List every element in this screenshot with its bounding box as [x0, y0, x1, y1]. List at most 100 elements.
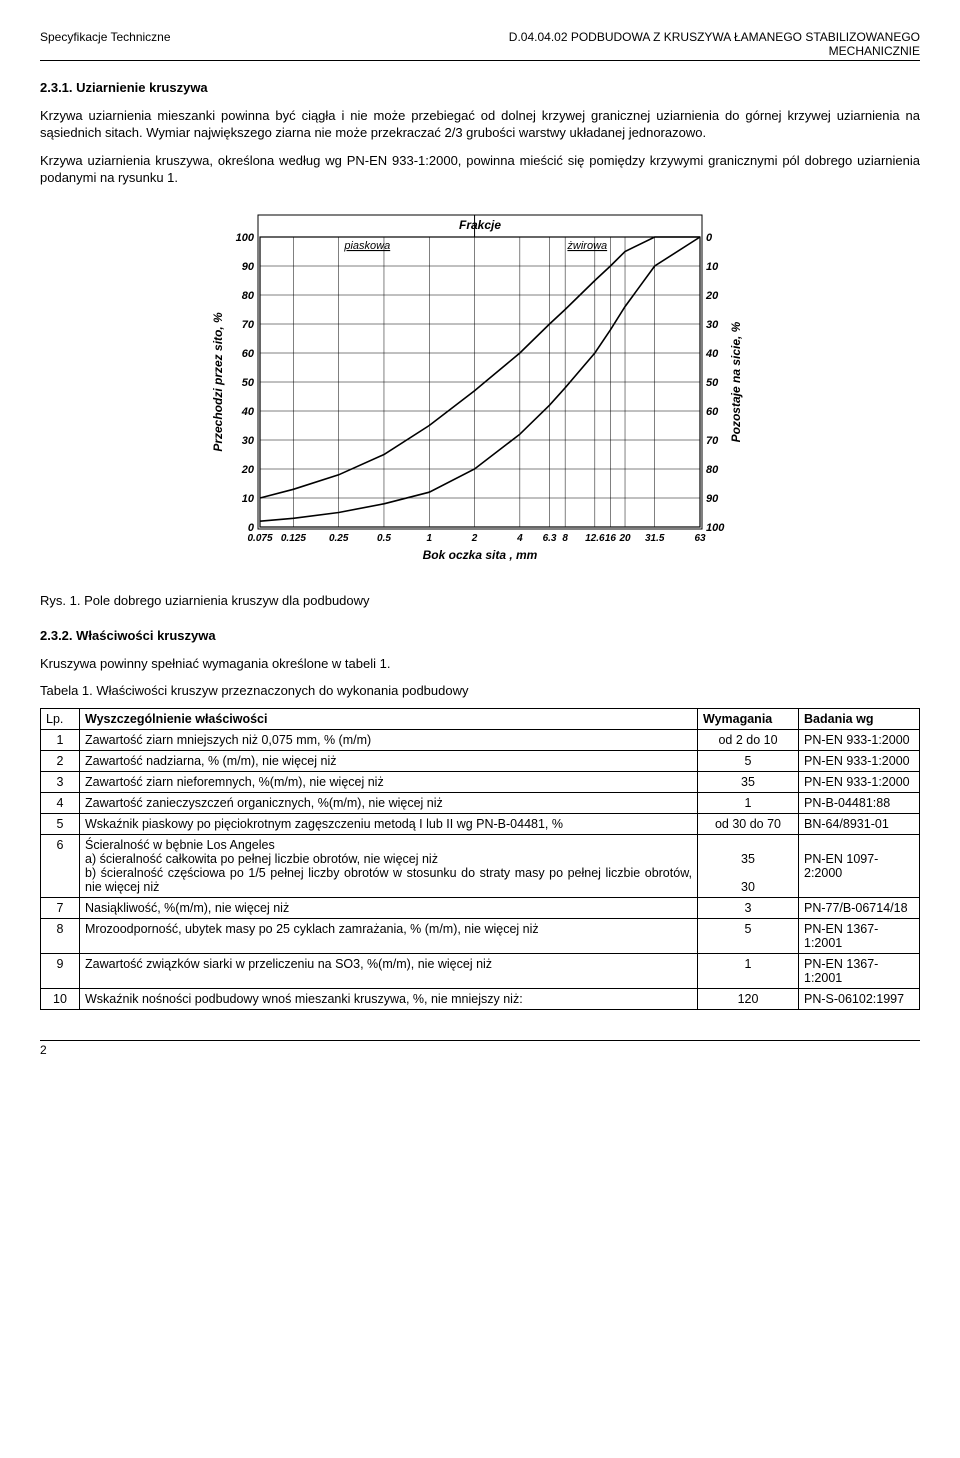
- svg-text:50: 50: [706, 377, 719, 389]
- table-cell: PN-EN 1367-1:2001: [799, 953, 920, 988]
- svg-text:30: 30: [242, 435, 255, 447]
- table-cell: 10: [41, 988, 80, 1009]
- th-req: Wymagania: [698, 708, 799, 729]
- svg-text:Przechodzi przez sito, %: Przechodzi przez sito, %: [211, 312, 225, 452]
- section-231-num: 2.3.1.: [40, 80, 73, 95]
- table-cell: PN-EN 933-1:2000: [799, 750, 920, 771]
- table-cell: PN-S-06102:1997: [799, 988, 920, 1009]
- svg-text:40: 40: [705, 348, 719, 360]
- svg-text:2: 2: [471, 533, 478, 544]
- page-header: Specyfikacje Techniczne D.04.04.02 PODBU…: [40, 30, 920, 61]
- header-right-line1: D.04.04.02 PODBUDOWA Z KRUSZYWA ŁAMANEGO…: [509, 30, 920, 44]
- svg-text:90: 90: [242, 261, 255, 273]
- table-cell: BN-64/8931-01: [799, 813, 920, 834]
- figure-1-caption: Rys. 1. Pole dobrego uziarnienia kruszyw…: [40, 592, 920, 610]
- table-cell: od 30 do 70: [698, 813, 799, 834]
- table-cell: PN-EN 1367-1:2001: [799, 918, 920, 953]
- svg-text:63: 63: [694, 533, 706, 544]
- svg-text:30: 30: [706, 319, 719, 331]
- table-cell: 5: [698, 750, 799, 771]
- table-cell: 120: [698, 988, 799, 1009]
- svg-text:50: 50: [242, 377, 255, 389]
- svg-text:10: 10: [242, 493, 255, 505]
- th-desc: Wyszczególnienie właściwości: [80, 708, 698, 729]
- svg-text:100: 100: [236, 232, 255, 244]
- table-cell: 9: [41, 953, 80, 988]
- svg-text:piaskowa: piaskowa: [343, 240, 390, 252]
- table-cell: PN-B-04481:88: [799, 792, 920, 813]
- table-cell: Zawartość nadziarna, % (m/m), nie więcej…: [80, 750, 698, 771]
- properties-table: Lp. Wyszczególnienie właściwości Wymagan…: [40, 708, 920, 1010]
- table-cell: Zawartość ziarn nieforemnych, %(m/m), ni…: [80, 771, 698, 792]
- svg-text:70: 70: [242, 319, 255, 331]
- table-row: 10Wskaźnik nośności podbudowy wnoś miesz…: [41, 988, 920, 1009]
- table-cell: PN-EN 933-1:2000: [799, 771, 920, 792]
- table-cell: 7: [41, 897, 80, 918]
- header-left: Specyfikacje Techniczne: [40, 30, 171, 58]
- table-row: 6Ścieralność w bębnie Los Angeles a) ści…: [41, 834, 920, 897]
- table-cell: Zawartość ziarn mniejszych niż 0,075 mm,…: [80, 729, 698, 750]
- svg-text:Pozostaje na sicie, %: Pozostaje na sicie, %: [729, 321, 743, 442]
- svg-text:60: 60: [706, 406, 719, 418]
- svg-text:10: 10: [706, 261, 719, 273]
- table-cell: 1: [698, 953, 799, 988]
- table-head-row: Lp. Wyszczególnienie właściwości Wymagan…: [41, 708, 920, 729]
- table-cell: 35 30: [698, 834, 799, 897]
- svg-text:80: 80: [242, 290, 255, 302]
- svg-text:70: 70: [706, 435, 719, 447]
- table-cell: Wskaźnik nośności podbudowy wnoś mieszan…: [80, 988, 698, 1009]
- svg-text:0.075: 0.075: [247, 533, 272, 544]
- th-std: Badania wg: [799, 708, 920, 729]
- svg-text:0.25: 0.25: [329, 533, 349, 544]
- table-cell: 3: [698, 897, 799, 918]
- svg-text:żwirowa: żwirowa: [566, 240, 607, 252]
- section-231-para1: Krzywa uziarnienia mieszanki powinna być…: [40, 107, 920, 142]
- table-cell: Wskaźnik piaskowy po pięciokrotnym zagęs…: [80, 813, 698, 834]
- table-cell: Zawartość zanieczyszczeń organicznych, %…: [80, 792, 698, 813]
- svg-text:1: 1: [426, 533, 432, 544]
- table-row: 1Zawartość ziarn mniejszych niż 0,075 mm…: [41, 729, 920, 750]
- table-cell: 5: [41, 813, 80, 834]
- svg-text:20: 20: [241, 464, 255, 476]
- table-1-caption: Tabela 1. Właściwości kruszyw przeznaczo…: [40, 682, 920, 700]
- section-232-para: Kruszywa powinny spełniać wymagania okre…: [40, 655, 920, 673]
- gradation-chart-svg: 0102030405060708090100100908070605040302…: [200, 197, 760, 577]
- table-cell: Ścieralność w bębnie Los Angeles a) ście…: [80, 834, 698, 897]
- table-cell: 6: [41, 834, 80, 897]
- th-lp: Lp.: [41, 708, 80, 729]
- page-number: 2: [40, 1040, 920, 1057]
- table-row: 3Zawartość ziarn nieforemnych, %(m/m), n…: [41, 771, 920, 792]
- svg-text:100: 100: [706, 522, 725, 534]
- table-cell: 2: [41, 750, 80, 771]
- table-row: 2Zawartość nadziarna, % (m/m), nie więce…: [41, 750, 920, 771]
- svg-text:16: 16: [605, 533, 617, 544]
- svg-text:Bok oczka sita , mm: Bok oczka sita , mm: [423, 548, 538, 562]
- section-231-para2: Krzywa uziarnienia kruszywa, określona w…: [40, 152, 920, 187]
- table-row: 9Zawartość związków siarki w przeliczeni…: [41, 953, 920, 988]
- table-cell: 5: [698, 918, 799, 953]
- svg-text:90: 90: [706, 493, 719, 505]
- svg-text:Frakcje: Frakcje: [459, 218, 501, 232]
- table-cell: 4: [41, 792, 80, 813]
- table-row: 7Nasiąkliwość, %(m/m), nie więcej niż3PN…: [41, 897, 920, 918]
- header-right-line2: MECHANICZNIE: [829, 44, 920, 58]
- svg-text:40: 40: [241, 406, 255, 418]
- table-cell: 1: [41, 729, 80, 750]
- svg-text:0.125: 0.125: [281, 533, 306, 544]
- table-cell: PN-77/B-06714/18: [799, 897, 920, 918]
- table-cell: PN-EN 933-1:2000: [799, 729, 920, 750]
- table-row: 4Zawartość zanieczyszczeń organicznych, …: [41, 792, 920, 813]
- table-cell: PN-EN 1097-2:2000: [799, 834, 920, 897]
- table-row: 8Mrozoodporność, ubytek masy po 25 cykla…: [41, 918, 920, 953]
- gradation-chart: 0102030405060708090100100908070605040302…: [200, 197, 760, 580]
- table-cell: 8: [41, 918, 80, 953]
- table-cell: 3: [41, 771, 80, 792]
- svg-text:31.5: 31.5: [645, 533, 665, 544]
- header-right: D.04.04.02 PODBUDOWA Z KRUSZYWA ŁAMANEGO…: [509, 30, 920, 58]
- table-cell: Mrozoodporność, ubytek masy po 25 cyklac…: [80, 918, 698, 953]
- table-cell: Zawartość związków siarki w przeliczeniu…: [80, 953, 698, 988]
- table-cell: Nasiąkliwość, %(m/m), nie więcej niż: [80, 897, 698, 918]
- table-cell: 35: [698, 771, 799, 792]
- svg-text:0: 0: [706, 232, 713, 244]
- table-cell: 1: [698, 792, 799, 813]
